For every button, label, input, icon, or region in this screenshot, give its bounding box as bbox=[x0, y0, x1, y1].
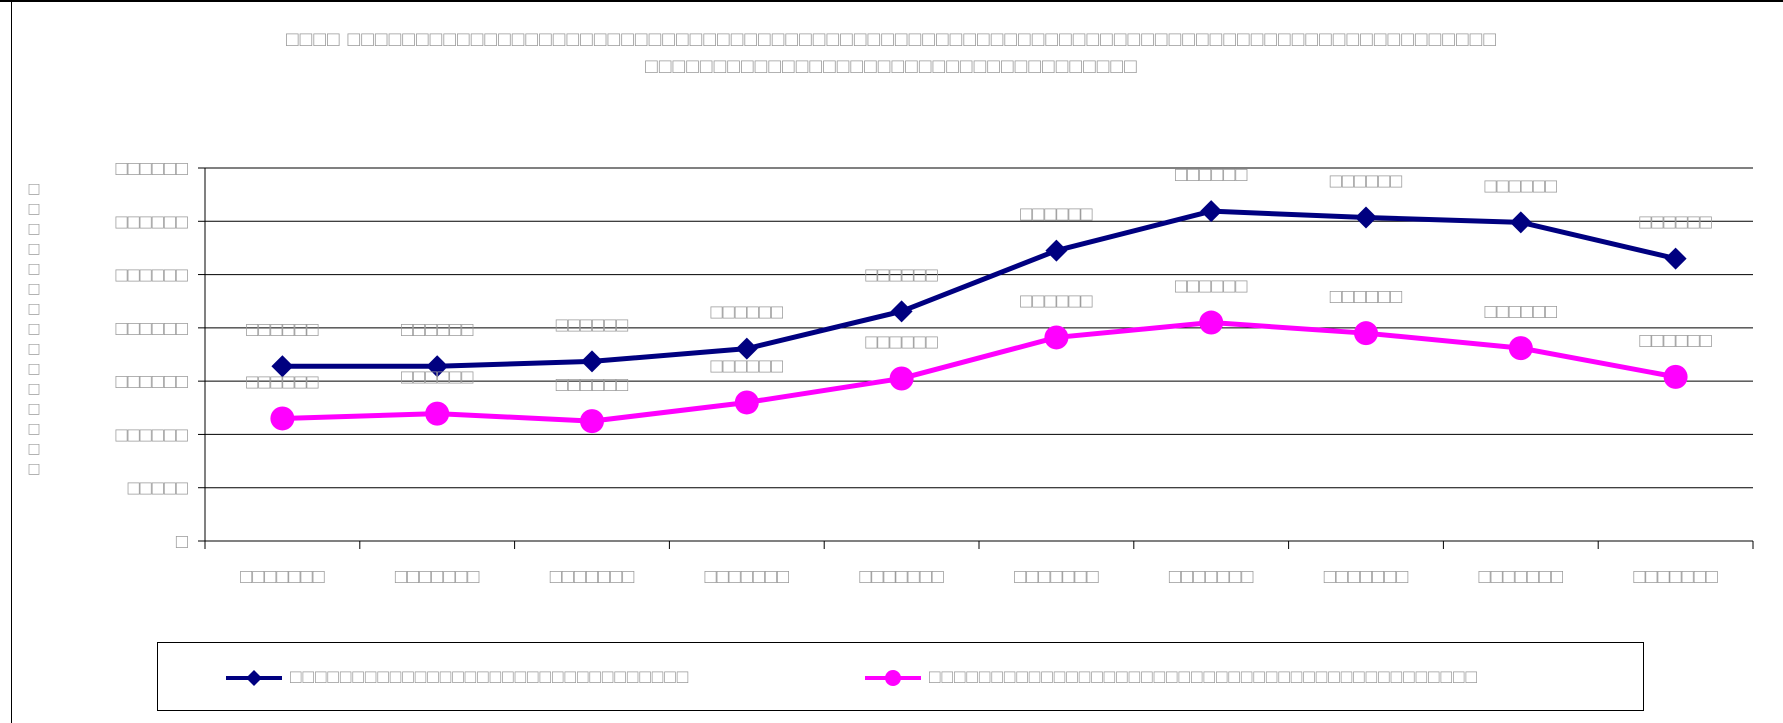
chart-title-line-1: □□□□ □□□□□□□□□□□□□□□□□□□□□□□□□□□□□□□□□□□… bbox=[285, 28, 1498, 51]
legend-item-series-1: □□□□□□□□□□□□□□□□□□□□□□□□□□□□□□□□ bbox=[226, 643, 689, 712]
x-tick-label: □□□□□□□ bbox=[1169, 566, 1254, 588]
data-label: □□□□□□ bbox=[1020, 290, 1092, 312]
data-point-diamond bbox=[890, 300, 913, 323]
x-tick-label: □□□□□□□ bbox=[1633, 566, 1718, 588]
y-tick-label: □□□□□□ bbox=[116, 318, 188, 340]
y-tick-label: □□□□□□ bbox=[116, 211, 188, 233]
data-point-circle bbox=[889, 366, 914, 391]
x-tick-label: □□□□□□□ bbox=[705, 566, 790, 588]
data-point-diamond bbox=[735, 337, 758, 360]
legend-label-series-2: □□□□□□□□□□□□□□□□□□□□□□□□□□□□□□□□□□□□□□□□… bbox=[929, 666, 1478, 688]
data-label: □□□□□□ bbox=[246, 371, 318, 393]
y-tick-label: □□□□□□ bbox=[116, 265, 188, 287]
data-point-circle bbox=[580, 409, 604, 434]
legend: □□□□□□□□□□□□□□□□□□□□□□□□□□□□□□□□ □□□□□□□… bbox=[157, 642, 1644, 711]
data-label: □□□□□□ bbox=[1485, 301, 1557, 323]
y-tick-label: □□□□□ bbox=[128, 478, 188, 500]
series-line-1 bbox=[282, 208, 1677, 369]
x-tick-label: □□□□□□□ bbox=[550, 566, 635, 588]
data-label: □□□□□□ bbox=[711, 302, 783, 324]
data-label: □□□□□□ bbox=[246, 319, 318, 341]
data-label: □□□□□□ bbox=[865, 331, 937, 353]
x-tick-label: □□□□□□□ bbox=[859, 566, 944, 588]
data-point-circle bbox=[1508, 336, 1533, 361]
legend-label-series-1: □□□□□□□□□□□□□□□□□□□□□□□□□□□□□□□□ bbox=[290, 666, 690, 688]
data-label: □□□□□□ bbox=[1330, 171, 1402, 193]
chart-title-line-2: □□□□□□□□□□□□□□□□□□□□□□□□□□□□□□□□□□□□ bbox=[645, 55, 1138, 78]
series-line-2 bbox=[282, 320, 1677, 424]
y-tick-label: □□□□□□ bbox=[116, 371, 188, 393]
data-point-circle bbox=[1044, 325, 1069, 350]
data-label: □□□□□□ bbox=[1020, 204, 1092, 226]
data-label: □□□□□□ bbox=[1175, 164, 1247, 186]
data-label: □□□□□□ bbox=[1175, 276, 1247, 298]
plot-area: □□□□□□□□□□□□□□□□□□□□□□□□□□□□□□□□□□□□□□□□… bbox=[116, 158, 1754, 588]
x-tick-label: □□□□□□□ bbox=[1014, 566, 1099, 588]
data-label: □□□□□□ bbox=[556, 374, 628, 396]
data-point-diamond bbox=[1200, 200, 1223, 223]
data-label: □□□□□□ bbox=[1330, 286, 1402, 308]
data-point-circle bbox=[734, 390, 759, 415]
data-label: □□□□□□ bbox=[401, 367, 473, 389]
y-tick-label: □□□□□□ bbox=[116, 158, 188, 180]
data-point-diamond bbox=[1664, 247, 1687, 270]
data-label: □□□□□□ bbox=[865, 264, 937, 286]
frame-top-border bbox=[0, 0, 1783, 2]
data-label: □□□□□□ bbox=[711, 355, 783, 377]
data-label: □□□□□□ bbox=[556, 314, 628, 336]
frame-left-border bbox=[11, 0, 12, 723]
data-point-circle bbox=[1354, 321, 1378, 346]
data-point-diamond bbox=[426, 355, 449, 378]
data-label: □□□□□□ bbox=[1639, 212, 1711, 234]
data-point-diamond bbox=[581, 350, 603, 373]
y-tick-label: □ bbox=[176, 531, 188, 553]
data-point-diamond bbox=[1355, 206, 1377, 229]
x-tick-label: □□□□□□□ bbox=[1479, 566, 1564, 588]
x-tick-label: □□□□□□□ bbox=[395, 566, 480, 588]
data-label: □□□□□□ bbox=[1485, 175, 1557, 197]
data-point-circle bbox=[270, 406, 295, 431]
legend-item-series-2: □□□□□□□□□□□□□□□□□□□□□□□□□□□□□□□□□□□□□□□□… bbox=[865, 643, 1478, 712]
x-tick-label: □□□□□□□ bbox=[1324, 566, 1409, 588]
legend-line-circle-icon bbox=[865, 669, 921, 686]
data-label: □□□□□□ bbox=[401, 319, 473, 341]
data-point-diamond bbox=[1045, 239, 1068, 262]
data-point-diamond bbox=[1509, 211, 1532, 234]
data-label: □□□□□□ bbox=[1639, 330, 1711, 352]
data-point-diamond bbox=[271, 355, 294, 378]
y-tick-label: □□□□□□ bbox=[116, 424, 188, 446]
x-tick-label: □□□□□□□ bbox=[240, 566, 325, 588]
data-point-circle bbox=[425, 401, 450, 426]
data-point-circle bbox=[1199, 310, 1224, 335]
data-point-circle bbox=[1663, 364, 1688, 389]
legend-line-diamond-icon bbox=[226, 669, 282, 686]
